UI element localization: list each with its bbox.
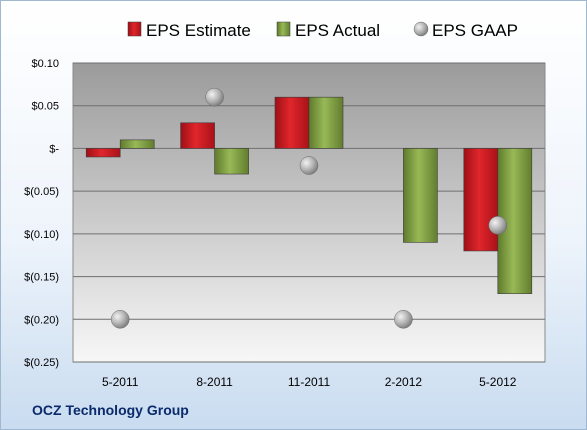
- legend-swatch: [276, 21, 291, 37]
- x-category-label: 2-2012: [385, 375, 423, 389]
- x-category-label: 11-2011: [288, 375, 331, 389]
- y-tick-label: $(0.25): [24, 357, 59, 369]
- y-tick-label: $0.05: [31, 101, 59, 113]
- y-tick-label: $(0.05): [24, 186, 59, 198]
- y-tick-label: $(0.20): [24, 314, 59, 326]
- x-axis: 5-2011 8-2011 11-2011 2-2012 5-2012: [102, 375, 517, 389]
- legend-label: EPS GAAP: [432, 21, 518, 40]
- estimate-bar: [180, 122, 215, 149]
- gaap-markers: [110, 87, 508, 329]
- y-tick-label: $(0.15): [24, 272, 59, 284]
- y-tick-label: $0.10: [31, 58, 59, 70]
- x-category-label: 5-2012: [479, 375, 517, 389]
- gridlines: [73, 62, 545, 363]
- actual-bar: [214, 148, 249, 175]
- actual-bar: [119, 139, 155, 149]
- gaap-marker: [205, 87, 224, 107]
- legend-swatch: [127, 21, 142, 37]
- y-tick-label: $(0.10): [24, 229, 59, 241]
- legend: EPS Estimate EPS Actual EPS GAAP: [127, 21, 518, 40]
- gaap-marker: [299, 156, 319, 175]
- y-axis: $0.10 $0.05 $- $(0.05) $(0.10) $(0.15) $(0.20)…: [24, 58, 59, 369]
- company-name: OCZ Technology Group: [32, 402, 189, 418]
- estimate-bar: [274, 96, 310, 149]
- estimate-bar: [85, 148, 121, 158]
- actual-bar: [403, 148, 438, 243]
- estimate-bar: [463, 148, 499, 252]
- x-category-label: 8-2011: [196, 375, 233, 389]
- x-category-label: 5-2011: [102, 375, 139, 389]
- legend-label: EPS Estimate: [146, 21, 251, 40]
- legend-label: EPS Actual: [295, 21, 380, 40]
- actual-bar: [308, 96, 344, 149]
- gaap-marker: [110, 310, 130, 329]
- y-tick-label: $-: [49, 143, 59, 155]
- bars: [85, 96, 533, 294]
- gaap-marker: [488, 216, 508, 235]
- gaap-marker: [394, 310, 413, 329]
- legend-swatch: [413, 21, 429, 37]
